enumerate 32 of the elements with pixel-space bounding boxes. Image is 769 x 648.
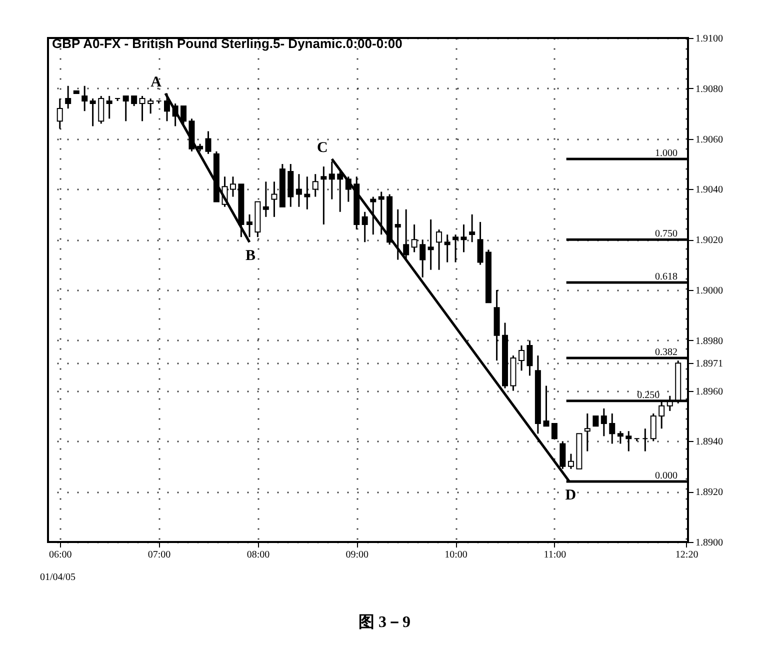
y-tick-label: 1.8920 (696, 487, 723, 498)
y-tick-label: 1.9040 (696, 184, 723, 196)
y-tick-label: 1.8940 (696, 436, 723, 448)
x-tick-label: 07:00 (148, 550, 171, 560)
y-tick-label: 1.9060 (696, 134, 723, 146)
y-tick-label: 1.9100 (696, 34, 723, 44)
y-tick-label: 1.9080 (696, 84, 723, 95)
x-tick-label: 12:20 (675, 550, 698, 560)
x-tick-label: 08:00 (246, 550, 270, 560)
x-tick-label: 06:00 (48, 550, 72, 560)
x-tick-label: 10:00 (444, 550, 468, 560)
annotation: 0.250 (637, 390, 660, 401)
annotation: 0.750 (654, 228, 678, 240)
x-tick-label: 09:00 (346, 550, 369, 560)
y-tick-label: 1.9020 (696, 235, 723, 246)
annotation: A (150, 74, 162, 90)
caption: 图 3－9 (358, 613, 412, 633)
annotation: 0.618 (654, 271, 678, 282)
y-tick-label: 1.8900 (696, 538, 723, 548)
y-tick-label: 1.8971 (696, 358, 723, 370)
annotation: B (245, 248, 256, 264)
annotation: 0.382 (654, 347, 678, 358)
annotation: 1.000 (654, 148, 678, 159)
annotation: C (317, 140, 328, 156)
annotation: 0.000 (654, 470, 678, 482)
y-tick-label: 1.9000 (696, 286, 723, 296)
chart-title: GBP A0-FX - British Pound Sterling.5- Dynamic.0:00-0:00 (52, 36, 402, 51)
annotation: D (565, 488, 576, 504)
x-tick-label: 11:00 (544, 550, 566, 560)
y-tick-label: 1.8980 (696, 336, 723, 347)
text: 01/04/05 (40, 572, 76, 583)
y-tick-label: 1.8960 (696, 386, 723, 398)
